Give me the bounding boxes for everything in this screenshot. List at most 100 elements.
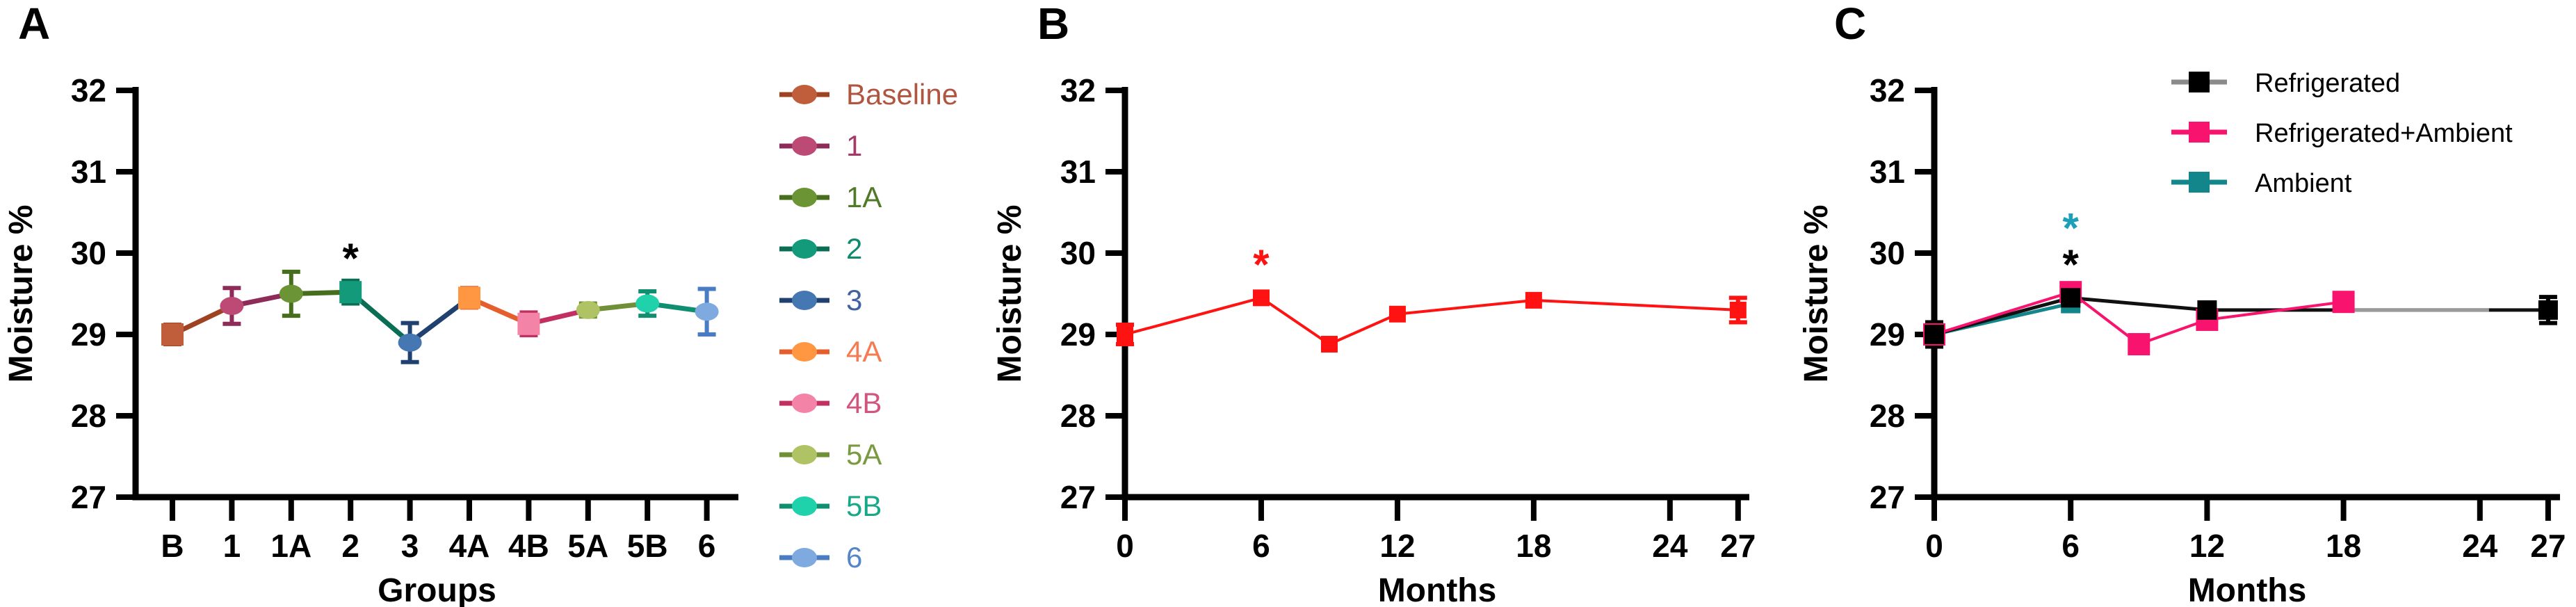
legend-label: Refrigerated+Ambient — [2255, 119, 2513, 148]
y-tick-label: 32 — [1870, 72, 1905, 108]
data-point-marker — [398, 333, 422, 352]
legend-label: 1A — [846, 181, 882, 213]
y-axis-title: Moisture % — [991, 204, 1028, 382]
legend-marker-icon — [2189, 122, 2210, 143]
data-point-marker — [1729, 301, 1747, 318]
legend-label: 2 — [846, 232, 862, 265]
data-point-marker — [2061, 288, 2081, 308]
legend-label: 6 — [846, 541, 862, 574]
data-point-marker — [635, 294, 660, 313]
data-point-marker — [2332, 291, 2355, 314]
legend-marker-icon — [2189, 72, 2210, 92]
data-point-marker — [279, 284, 303, 303]
panel-B-axes: 27 28 29 30 31 32 0 6 12 18 24 27 Months Moisture % — [991, 72, 1756, 607]
x-tick-label: 12 — [2189, 528, 2225, 564]
y-axis-title: Moisture % — [3, 204, 40, 382]
legend-item-3: 3 — [779, 284, 862, 316]
significance-asterisk: * — [1253, 241, 1270, 288]
y-tick-label: 29 — [1870, 316, 1905, 353]
y-axis-title: Moisture % — [1798, 204, 1835, 382]
y-tick-label: 28 — [1870, 398, 1905, 434]
x-tick-label: 2 — [341, 528, 359, 564]
legend-item-1a: 1A — [779, 181, 882, 213]
panel-C-axes: 27 28 29 30 31 32 0 6 12 18 24 27 Months Moisture % — [1798, 72, 2566, 607]
panel-A-axes: 27 28 29 30 31 32 B 1 1A 2 3 4A 4B 5A 5B 6 Groups Moistur… — [3, 72, 738, 607]
x-axis-title: Groups — [378, 572, 496, 607]
series-markers-B — [1117, 289, 1747, 353]
x-tick-label: 18 — [1516, 528, 1551, 564]
data-point-marker — [2538, 300, 2558, 320]
legend-item-refrigerated-ambient: Refrigerated+Ambient — [2171, 119, 2513, 148]
x-tick-label: 4B — [508, 528, 549, 564]
legend-marker-icon — [2189, 172, 2210, 193]
series-line-B — [1124, 296, 1738, 346]
legend-label: Ambient — [2255, 169, 2352, 198]
y-tick-label: 30 — [1870, 235, 1905, 271]
panel-A-series — [161, 269, 719, 364]
panel-label-c: C — [1834, 0, 1867, 49]
x-tick-label: 3 — [401, 528, 419, 564]
legend-marker-icon — [792, 136, 817, 156]
panel-C: 27 28 29 30 31 32 0 6 12 18 24 27 Months Moisture % **… — [1798, 69, 2566, 607]
legend-label: 5B — [846, 489, 882, 522]
x-tick-label: 24 — [2462, 528, 2498, 564]
data-point-marker — [695, 302, 719, 321]
x-tick-label: 27 — [1720, 528, 1756, 564]
data-point-marker — [1117, 326, 1133, 343]
legend-marker-icon — [792, 342, 817, 362]
y-tick-label: 29 — [71, 316, 106, 353]
x-tick-label: B — [161, 528, 184, 564]
x-tick-label: 5B — [627, 528, 668, 564]
legend-marker-icon — [792, 394, 817, 413]
legend-label: Baseline — [846, 78, 958, 111]
panel-label-b: B — [1037, 0, 1070, 49]
y-tick-label: 32 — [1060, 72, 1096, 108]
x-tick-label: 18 — [2326, 528, 2361, 564]
y-tick-label: 30 — [1060, 235, 1096, 271]
significance-asterisk: * — [2063, 205, 2080, 252]
data-point-marker — [2128, 333, 2150, 356]
x-tick-label: 4A — [449, 528, 490, 564]
x-tick-label: 0 — [1925, 528, 1943, 564]
legend-marker-icon — [792, 188, 817, 207]
data-point-marker — [1925, 325, 1944, 344]
y-tick-label: 27 — [1870, 479, 1905, 515]
legend-label: 4B — [846, 387, 882, 419]
x-tick-label: 6 — [2061, 528, 2080, 564]
x-tick-label: 6 — [1252, 528, 1270, 564]
legend-marker-icon — [792, 239, 817, 259]
legend-item-baseline: Baseline — [779, 78, 958, 111]
x-tick-label: 6 — [698, 528, 716, 564]
legend-label: 4A — [846, 335, 882, 368]
y-tick-label: 31 — [71, 154, 106, 190]
x-axis-title: Months — [1378, 572, 1497, 607]
y-tick-label: 28 — [1060, 398, 1096, 434]
y-tick-label: 30 — [71, 235, 106, 271]
data-point-marker — [1320, 336, 1338, 353]
y-tick-label: 28 — [71, 398, 106, 434]
x-tick-label: 1 — [223, 528, 241, 564]
data-point-marker — [1388, 305, 1406, 323]
legend-item-4a: 4A — [779, 335, 882, 368]
legend-marker-icon — [792, 496, 817, 516]
legend-marker-icon — [792, 85, 817, 104]
legend-item-2: 2 — [779, 232, 862, 265]
legend-item-5b: 5B — [779, 489, 882, 522]
legend-label: 3 — [846, 284, 862, 316]
legend-item-6: 6 — [779, 541, 862, 574]
y-tick-label: 31 — [1870, 154, 1905, 190]
panel-A-legend: Baseline 1 1A 2 3 4A 4B 5A 5B 6 — [779, 78, 958, 574]
data-point-marker — [161, 323, 184, 346]
y-tick-label: 27 — [71, 479, 106, 515]
data-point-marker — [1252, 289, 1270, 307]
legend-item-refrigerated: Refrigerated — [2171, 69, 2400, 98]
legend-marker-icon — [792, 291, 817, 310]
series-markers-Refrigerated — [1925, 288, 2558, 344]
data-point-marker — [458, 286, 480, 309]
data-point-marker — [1525, 291, 1542, 309]
legend-label: 5A — [846, 438, 882, 471]
panel-label-a: A — [18, 0, 51, 49]
y-tick-label: 32 — [71, 72, 106, 108]
